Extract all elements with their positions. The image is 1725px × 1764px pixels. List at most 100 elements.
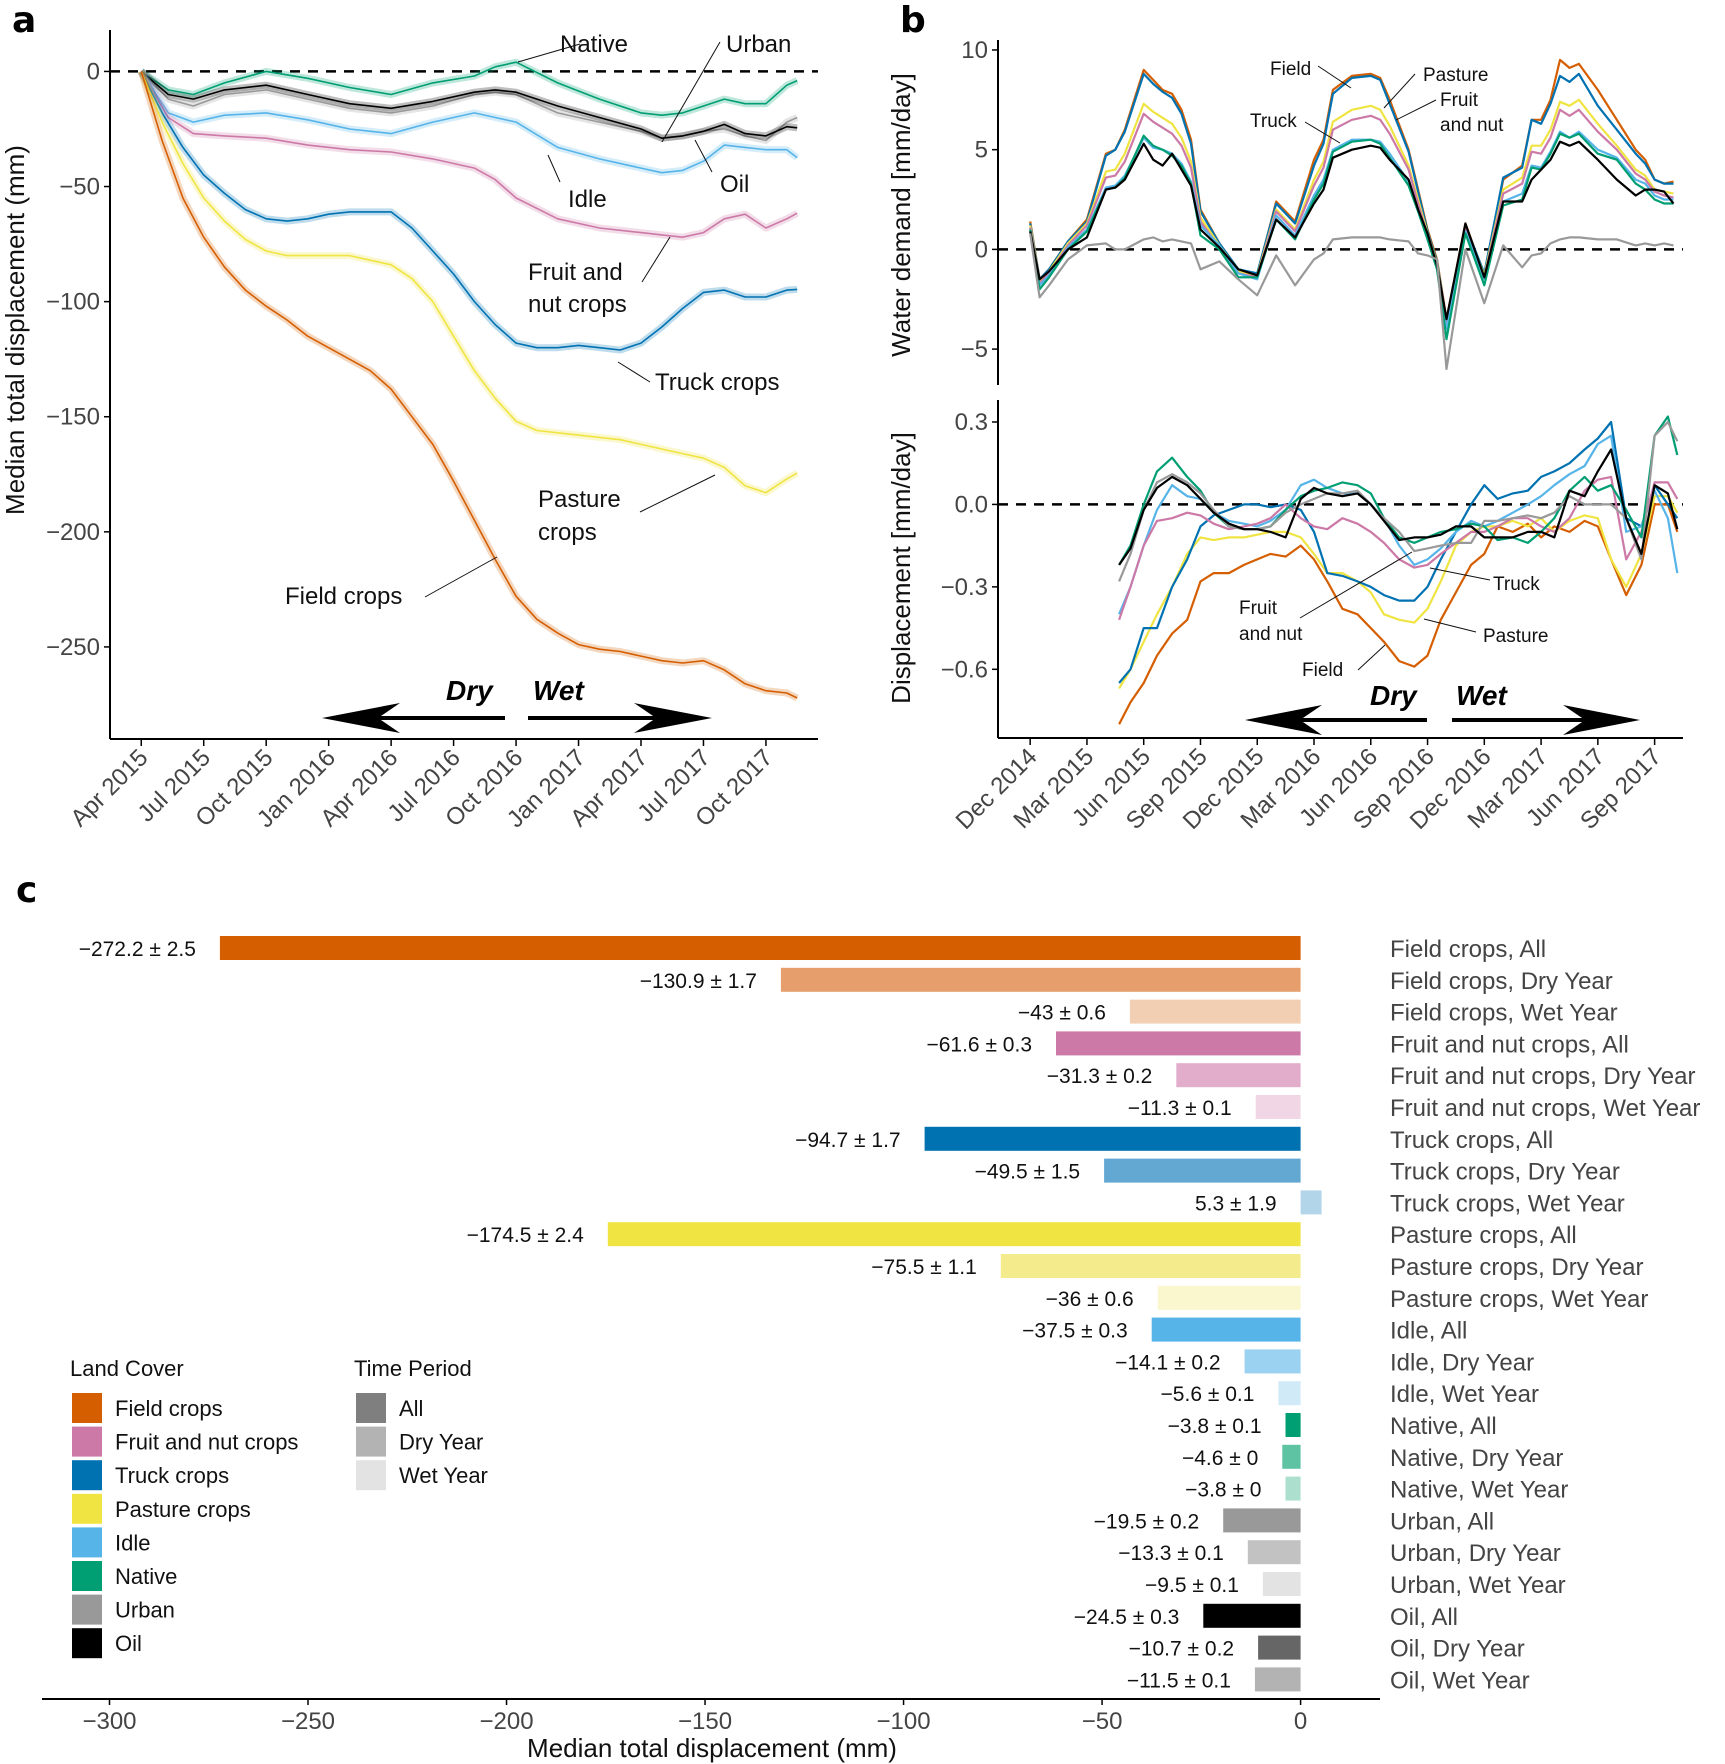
bar-category-label: Idle, All (1390, 1318, 1467, 1345)
bar-value-label: −10.7 ± 0.2 (1129, 1638, 1235, 1661)
bar-oil-wet-year (1254, 1667, 1301, 1692)
bar-category-label: Oil, Wet Year (1390, 1667, 1530, 1694)
c-x-tick-label: −250 (281, 1708, 335, 1735)
bar-value-label: 5.3 ± 1.9 (1195, 1192, 1277, 1215)
bb-series-field (1118, 503, 1679, 725)
bb-series-pasture (1118, 495, 1679, 690)
panel-letter-c: c (16, 870, 37, 911)
bb-y-tick-label: −0.6 (941, 656, 988, 683)
bar-idle-wet-year (1278, 1381, 1301, 1406)
annot-fruit-2: nut crops (528, 291, 627, 318)
legend-label-all: All (399, 1396, 423, 1421)
legend-label-native: Native (115, 1564, 177, 1589)
bar-value-label: −272.2 ± 2.5 (79, 938, 196, 961)
annot-urban: Urban (726, 31, 791, 58)
leader-oil (694, 139, 713, 173)
c-x-tick-label: −200 (479, 1708, 533, 1735)
arrow-bb-dry-head (1245, 705, 1322, 735)
leader-idle (547, 154, 561, 183)
bar-fruit-and-nut-crops-all (1056, 1031, 1301, 1056)
legend-swatch-dry-year (356, 1426, 386, 1457)
bar-category-label: Pasture crops, Dry Year (1390, 1254, 1643, 1281)
bar-urban-all (1223, 1508, 1301, 1533)
bb-y-tick-label: 0.3 (955, 409, 988, 436)
arrow-dry-head (322, 703, 400, 733)
legend-label-truck-crops: Truck crops (115, 1463, 229, 1488)
a-y-tick-label: −100 (46, 289, 100, 316)
bar-category-label: Truck crops, Wet Year (1390, 1190, 1625, 1217)
annot-wet: Wet (533, 675, 585, 706)
bar-value-label: −3.8 ± 0 (1185, 1479, 1261, 1502)
c-x-tick-label: −50 (1082, 1708, 1123, 1735)
panel-b-top-annotations: Field Truck Pasture Fruit and nut (1250, 59, 1504, 144)
bar-value-label: −5.6 ± 0.1 (1161, 1383, 1255, 1406)
bar-urban-dry-year (1247, 1540, 1301, 1565)
bar-category-label: Field crops, Dry Year (1390, 968, 1613, 995)
legend-swatch-urban (72, 1594, 102, 1625)
bar-category-label: Fruit and nut crops, Dry Year (1390, 1063, 1695, 1090)
legend-swatch-all (356, 1393, 386, 1423)
annot-pasture-1: Pasture (538, 486, 621, 513)
bar-category-label: Idle, Wet Year (1390, 1381, 1539, 1408)
bar-category-label: Urban, Wet Year (1390, 1572, 1566, 1599)
a-y-tick-label: −50 (59, 174, 100, 201)
bt-series-idle (1029, 130, 1674, 331)
panel-b-top-y-axis-title: Water demand [mm/day] (886, 73, 916, 357)
bar-value-label: −11.5 ± 0.1 (1127, 1669, 1231, 1692)
c-x-tick-label: −150 (678, 1708, 732, 1735)
bar-oil-all (1203, 1603, 1301, 1628)
bar-category-label: Urban, Dry Year (1390, 1540, 1561, 1567)
bar-category-label: Field crops, All (1390, 936, 1546, 963)
panel-c-bars: −272.2 ± 2.5 Field crops, All −130.9 ± 1.7… (79, 936, 1700, 1694)
annot-b-fruit-2: and nut (1440, 115, 1504, 136)
leader-fruit (641, 236, 671, 283)
bar-value-label: −13.3 ± 0.1 (1118, 1542, 1224, 1565)
bar-value-label: −61.6 ± 0.3 (926, 1033, 1032, 1056)
c-x-tick-label: −100 (877, 1708, 931, 1735)
legend-label-idle: Idle (115, 1530, 150, 1555)
bt-series-field (1029, 58, 1674, 321)
bt-y-tick-label: −5 (961, 336, 988, 363)
panel-a-annotations: Native Urban Idle Oil Fruit and nut crop… (285, 31, 791, 733)
bar-category-label: Truck crops, All (1390, 1127, 1553, 1154)
legend-swatch-idle (72, 1527, 102, 1558)
bb-y-tick-label: −0.3 (941, 574, 988, 601)
bar-category-label: Field crops, Wet Year (1390, 1000, 1618, 1027)
annot-fruit-1: Fruit and (528, 259, 623, 286)
leader-bb-field (1357, 644, 1386, 671)
a-series-oil (140, 70, 798, 139)
panel-letter-a: a (12, 0, 36, 41)
legend-swatch-fruit-and-nut-crops (72, 1426, 102, 1457)
bar-value-label: −174.5 ± 2.4 (467, 1224, 585, 1247)
bar-pasture-crops-all (607, 1222, 1301, 1247)
bar-category-label: Oil, Dry Year (1390, 1636, 1525, 1663)
a-series-field-crops (140, 71, 798, 699)
bar-category-label: Idle, Dry Year (1390, 1349, 1534, 1376)
a-y-tick-label: 0 (87, 58, 100, 85)
panel-b-bottom-series (1118, 415, 1679, 725)
panel-letter-b: b (900, 0, 926, 41)
a-series-urban (140, 70, 798, 142)
bb-series-fruit-and-nut (1118, 475, 1679, 621)
leader-truck (617, 361, 651, 383)
bb-series-truck (1118, 420, 1679, 684)
panel-b-top-axes: 10 5 0 −5 (961, 37, 999, 385)
bar-value-label: −130.9 ± 1.7 (640, 970, 757, 993)
panel-a-y-axis-title: Median total displacement (mm) (0, 145, 30, 515)
bar-idle-dry-year (1244, 1349, 1301, 1374)
leader-native (517, 43, 581, 63)
annot-dry: Dry (446, 675, 494, 706)
c-x-tick-label: 0 (1294, 1708, 1307, 1735)
a-y-tick-label: −250 (46, 634, 100, 661)
bar-value-label: −14.1 ± 0.2 (1115, 1351, 1221, 1374)
bar-oil-dry-year (1258, 1635, 1301, 1660)
annot-oil: Oil (720, 171, 749, 198)
bar-value-label: −36 ± 0.6 (1046, 1288, 1134, 1311)
annot-b-fruit-1: Fruit (1440, 90, 1479, 111)
annot-native: Native (560, 31, 628, 58)
panel-c-axes: −300 −250 −200 −150 −100 −50 0 (42, 1698, 1380, 1735)
bar-urban-wet-year (1262, 1572, 1301, 1596)
panel-c-legend: Land Cover Time Period Field crops Fruit … (70, 1356, 488, 1659)
